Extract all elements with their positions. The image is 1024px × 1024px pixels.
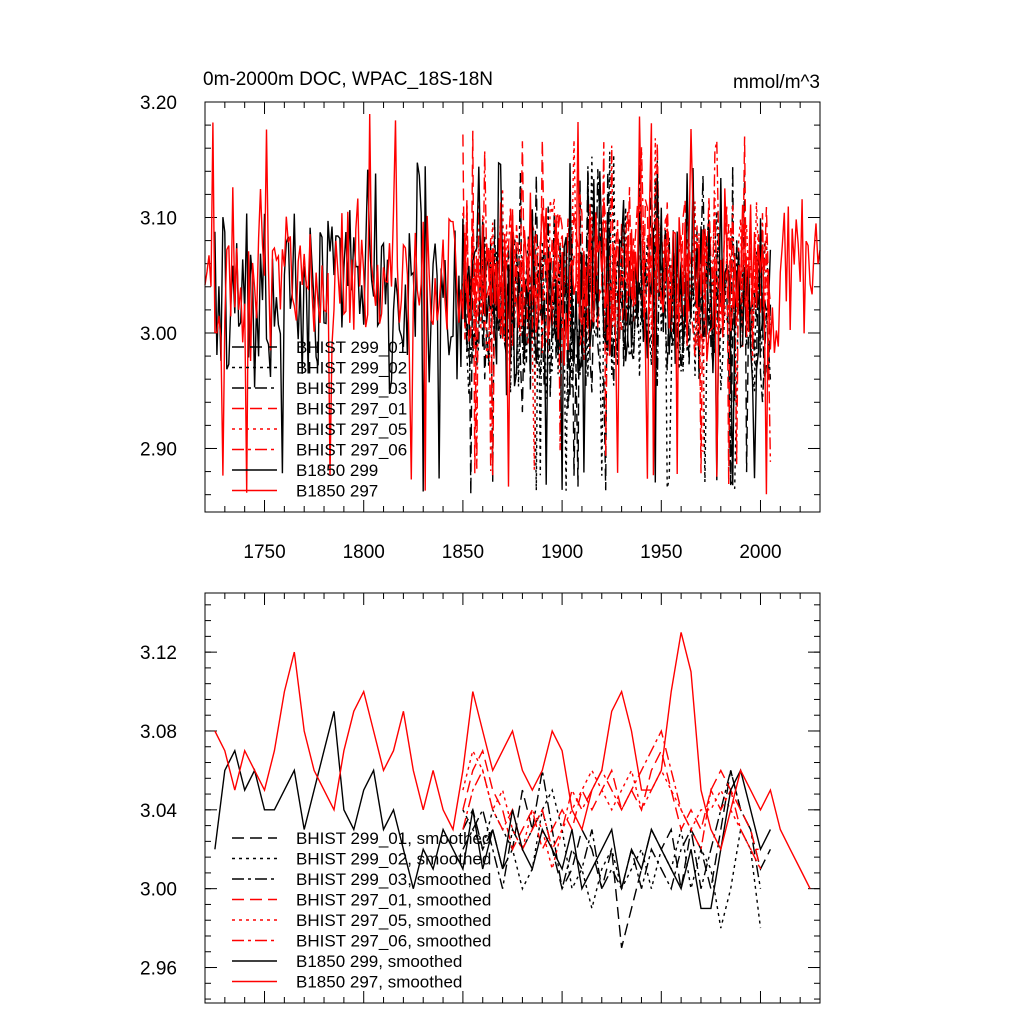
y-tick-label: 3.12 <box>140 643 177 664</box>
legend-label: BHIST 297_01, smoothed <box>296 891 491 910</box>
legend-label: BHIST 297_06 <box>296 441 407 460</box>
y-tick-label: 2.90 <box>140 439 177 460</box>
axis-ticks-bottom: 2.96 3.00 3.04 3.08 3.12 <box>140 593 820 1003</box>
y-tick-label: 3.10 <box>140 208 177 229</box>
y-tick-label: 3.20 <box>140 93 177 114</box>
legend-bottom: BHIST 299_01, smoothed BHIST 299_02, smoo… <box>232 829 491 992</box>
x-tick-label: 1750 <box>243 542 285 563</box>
units-label: mmol/m^3 <box>733 72 820 93</box>
chart-title: 0m-2000m DOC, WPAC_18S-18N <box>203 69 493 90</box>
legend-label: BHIST 299_01, smoothed <box>296 829 491 848</box>
series-line-bhist-297-05-smoothed <box>462 748 761 870</box>
series-line-bhist-297-01-smoothed <box>462 748 762 870</box>
series-line-b1850-297-smoothed <box>214 632 811 890</box>
axis-ticks-top: 2.90 3.00 3.10 3.20 1750 1800 1850 1900 1950 2000 <box>140 93 820 563</box>
legend-label: BHIST 299_03 <box>296 379 407 398</box>
plot-frame-top <box>204 101 821 513</box>
legend-label: BHIST 299_03, smoothed <box>296 870 491 889</box>
series-line-bhist-299-01-smoothed <box>462 770 772 948</box>
y-tick-label: 3.00 <box>140 324 177 345</box>
legend-label: BHIST 299_02, smoothed <box>296 850 491 869</box>
x-tick-label: 1800 <box>343 542 385 563</box>
x-tick-label: 1950 <box>640 542 682 563</box>
series-group-top <box>204 113 821 495</box>
y-tick-label: 3.04 <box>140 801 177 822</box>
legend-label: B1850 297, smoothed <box>296 973 462 992</box>
legend-label: BHIST 297_06, smoothed <box>296 932 491 951</box>
y-tick-label: 3.08 <box>140 722 177 743</box>
legend-label: B1850 297 <box>296 482 378 501</box>
chart-panel-top: 0m-2000m DOC, WPAC_18S-18N mmol/m^3 2.90… <box>140 69 821 563</box>
legend-label: BHIST 299_02 <box>296 359 407 378</box>
x-tick-label: 1900 <box>541 542 583 563</box>
legend-label: B1850 299 <box>296 461 378 480</box>
series-group-bottom <box>214 632 811 948</box>
legend-label: BHIST 297_05, smoothed <box>296 911 491 930</box>
legend-label: BHIST 299_01 <box>296 338 407 357</box>
y-tick-label: 2.96 <box>140 959 177 980</box>
y-tick-label: 3.00 <box>140 880 177 901</box>
series-line-bhist-299-02-smoothed <box>462 788 762 929</box>
chart-panel-bottom: 2.96 3.00 3.04 3.08 3.12 BHIST 299_01, smoot… <box>140 592 821 1004</box>
x-tick-label: 2000 <box>739 542 781 563</box>
series-line-b1850-297 <box>204 113 821 495</box>
plot-frame-bottom <box>204 592 821 1004</box>
legend-label: BHIST 297_05 <box>296 420 407 439</box>
series-line-b1850-299-smoothed <box>214 711 772 910</box>
x-tick-label: 1850 <box>442 542 484 563</box>
series-line-bhist-299-03-smoothed <box>462 770 762 891</box>
legend-label: B1850 299, smoothed <box>296 952 462 971</box>
legend-label: BHIST 297_01 <box>296 400 407 419</box>
